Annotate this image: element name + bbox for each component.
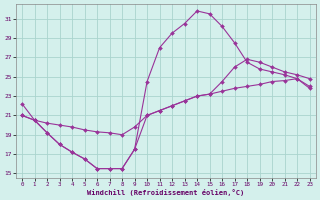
- X-axis label: Windchill (Refroidissement éolien,°C): Windchill (Refroidissement éolien,°C): [87, 189, 244, 196]
